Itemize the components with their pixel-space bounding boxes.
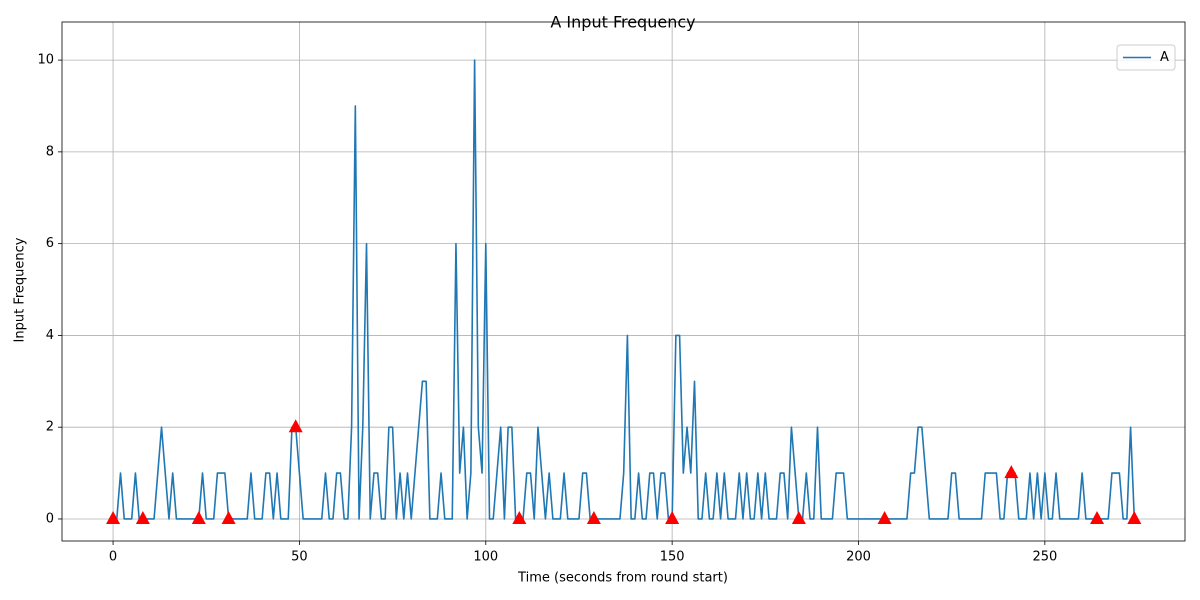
y-tick-label: 8 <box>46 144 54 159</box>
x-tick-label: 150 <box>660 550 685 565</box>
data-line <box>113 59 1136 520</box>
x-tick-label: 200 <box>846 550 871 565</box>
x-tick-label: 100 <box>473 550 498 565</box>
marker <box>512 510 527 524</box>
y-tick-label: 0 <box>46 511 54 526</box>
y-tick-label: 4 <box>46 328 54 343</box>
marker <box>1090 510 1105 524</box>
marker <box>221 510 236 524</box>
marker <box>191 510 206 524</box>
marker <box>791 510 806 524</box>
y-tick-label: 2 <box>46 420 54 435</box>
y-tick-label: 10 <box>37 53 54 68</box>
y-axis-label: Input Frequency <box>13 237 28 342</box>
plot-frame <box>61 21 1186 542</box>
legend: A <box>1116 44 1176 71</box>
x-tick-label: 250 <box>1032 550 1057 565</box>
x-tick-label: 0 <box>109 550 117 565</box>
marker <box>586 510 601 524</box>
y-tick-label: 6 <box>46 236 54 251</box>
marker <box>877 510 892 524</box>
x-axis-label: Time (seconds from round start) <box>517 571 728 586</box>
marker <box>1004 465 1019 479</box>
marker <box>135 510 150 524</box>
marker <box>288 419 303 433</box>
marker <box>106 510 121 524</box>
legend-label: A <box>1160 50 1169 65</box>
marker <box>1127 510 1142 524</box>
marker <box>665 510 680 524</box>
x-tick-label: 50 <box>291 550 308 565</box>
